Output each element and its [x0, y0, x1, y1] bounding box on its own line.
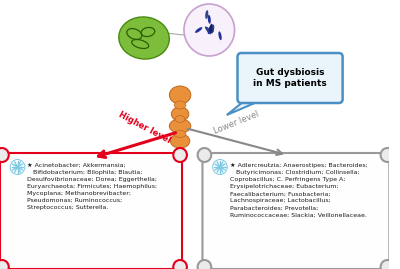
Ellipse shape	[211, 24, 214, 33]
Circle shape	[184, 4, 234, 56]
Ellipse shape	[206, 27, 212, 34]
Circle shape	[0, 148, 9, 162]
Ellipse shape	[169, 86, 191, 104]
FancyBboxPatch shape	[202, 153, 389, 269]
Ellipse shape	[169, 119, 191, 133]
Ellipse shape	[210, 24, 212, 33]
Text: Higher level: Higher level	[118, 110, 173, 145]
Ellipse shape	[205, 26, 211, 34]
Text: Lower level: Lower level	[212, 109, 260, 136]
Circle shape	[198, 260, 211, 269]
Polygon shape	[227, 97, 269, 115]
FancyBboxPatch shape	[238, 53, 343, 103]
Circle shape	[173, 148, 187, 162]
Ellipse shape	[205, 10, 208, 19]
FancyBboxPatch shape	[0, 153, 182, 269]
Text: ★ Acinetobacter; Akkermansia;
   Bifidobacterium; Bilophila; Blautia;
Desulfovib: ★ Acinetobacter; Akkermansia; Bifidobact…	[27, 163, 157, 210]
Circle shape	[173, 260, 187, 269]
Ellipse shape	[170, 134, 190, 148]
Text: Gut dysbiosis
in MS patients: Gut dysbiosis in MS patients	[253, 68, 327, 88]
Ellipse shape	[195, 27, 202, 33]
Ellipse shape	[210, 24, 214, 33]
Ellipse shape	[174, 101, 186, 109]
Text: ★ Adlercreutzia; Anaerostipes; Bacteroides;
   Butyricimonas; Clostridium; Colli: ★ Adlercreutzia; Anaerostipes; Bacteroid…	[230, 163, 368, 217]
Ellipse shape	[208, 26, 212, 34]
Circle shape	[380, 260, 394, 269]
Ellipse shape	[119, 17, 169, 59]
Ellipse shape	[175, 115, 185, 122]
Ellipse shape	[218, 31, 222, 40]
Circle shape	[0, 260, 9, 269]
Ellipse shape	[208, 15, 211, 24]
Circle shape	[198, 148, 211, 162]
Ellipse shape	[174, 130, 186, 137]
Circle shape	[380, 148, 394, 162]
Ellipse shape	[171, 107, 189, 121]
